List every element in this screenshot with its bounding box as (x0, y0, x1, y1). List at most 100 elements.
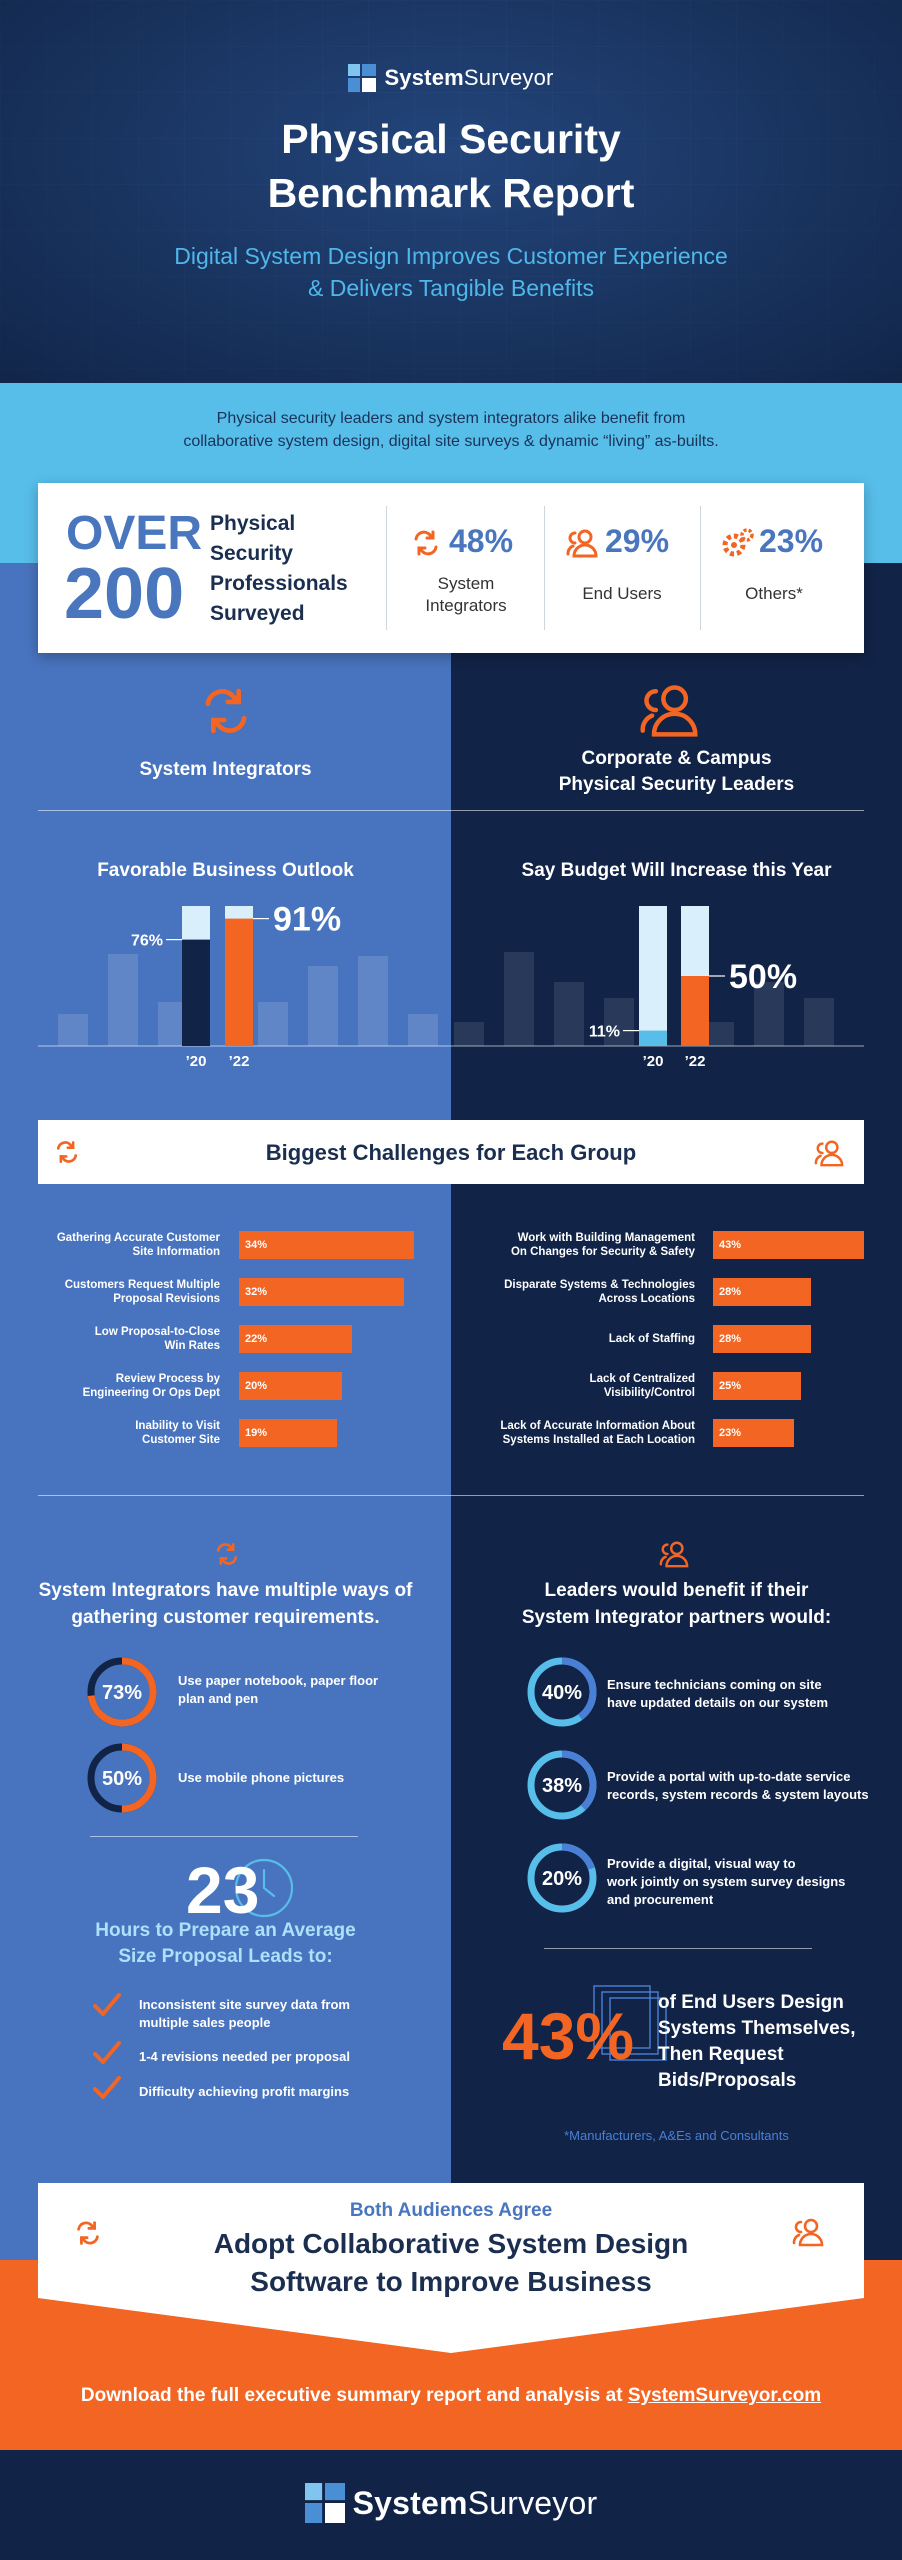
stat-label-integrators-1: System (437, 574, 495, 593)
arrows-cycle-icon (410, 527, 442, 564)
challenge-bar (713, 1278, 811, 1306)
challenge-label: Gathering Accurate Customer (56, 1232, 220, 1244)
stat-pct-others: 23% (759, 523, 824, 559)
req-left-title-2: gathering customer requirements. (71, 1607, 380, 1628)
stats-card (38, 483, 864, 653)
challenge-value: 28% (719, 1333, 742, 1345)
divider (544, 1948, 812, 1949)
challenge-bar (239, 1419, 337, 1447)
challenge-value: 32% (245, 1286, 268, 1298)
challenge-label: Win Rates (164, 1340, 221, 1352)
ring-value: 40% (542, 1682, 582, 1704)
stat-label-integrators-2: Integrators (425, 596, 507, 615)
respondents-desc-1: Physical (210, 512, 296, 535)
x-tick-2020: ’20 (186, 1053, 207, 1070)
ring-fill (527, 1750, 597, 1820)
respondents-desc-4: Surveyed (210, 602, 305, 625)
challenge-label: Across Locations (598, 1293, 696, 1305)
challenges-title: Biggest Challenges for Each Group (265, 1140, 637, 1165)
challenge-label: Customers Request Multiple (64, 1279, 220, 1291)
agree-title-line2: Software to Improve Business (250, 2266, 652, 2297)
challenge-label: Work with Building Management (517, 1232, 695, 1244)
challenge-label: Site Information (132, 1246, 220, 1258)
ring-value: 73% (102, 1682, 142, 1704)
ring-description: plan and pen (178, 1691, 259, 1706)
data-label-2020: 11% (589, 1024, 620, 1041)
respondents-desc-2: Security (210, 542, 293, 565)
ring-portal: 38% (527, 1750, 597, 1820)
ring-description: Ensure technicians coming on site (607, 1677, 822, 1692)
brand-bold: System (384, 65, 464, 90)
challenge-label: Proposal Revisions (113, 1293, 220, 1305)
divider (544, 506, 545, 630)
divider (38, 1495, 864, 1496)
challenge-label: Visibility/Control (603, 1387, 695, 1399)
ring-phone-pictures: 50% (87, 1743, 157, 1813)
arrows-cycle-icon (52, 1138, 82, 1171)
challenge-label: Lack of Accurate Information About (500, 1420, 695, 1432)
bar-track-2020 (639, 906, 667, 1046)
ring-value: 50% (102, 1768, 142, 1790)
challenge-label: Disparate Systems & Technologies (504, 1279, 695, 1291)
x-tick-2022: ’22 (229, 1053, 250, 1070)
challenge-label: Inability to Visit (135, 1420, 220, 1432)
subtitle-line1: Digital System Design Improves Customer … (174, 243, 728, 269)
brand-logo[interactable]: SystemSurveyor (0, 64, 902, 92)
subtitle-line2: & Delivers Tangible Benefits (308, 275, 594, 301)
challenge-value: 22% (245, 1333, 268, 1345)
checkmark-icon (92, 1992, 122, 2023)
respondent-count: 200 (64, 554, 185, 634)
challenge-value: 25% (719, 1380, 742, 1392)
endusers-line2: Systems Themselves, (658, 2018, 856, 2039)
page-title-line2: Benchmark Report (267, 170, 635, 216)
footer-logo[interactable]: SystemSurveyor (0, 2483, 902, 2523)
agree-subtitle: Both Audiences Agree (349, 2200, 553, 2221)
ring-fill (87, 1657, 157, 1727)
check-item-3: Difficulty achieving profit margins (139, 2084, 350, 2099)
challenge-value: 23% (719, 1427, 742, 1439)
challenge-bar (713, 1325, 811, 1353)
x-tick-2020: ’20 (643, 1053, 664, 1070)
divider (386, 506, 387, 630)
ring-description: Provide a digital, visual way to (607, 1856, 796, 1871)
over-label: OVER (66, 507, 203, 560)
x-tick-2022: ’22 (685, 1053, 706, 1070)
hours-value: 23 (186, 1853, 260, 1927)
endusers-line3: Then Request (658, 2044, 784, 2065)
users-icon (790, 2216, 826, 2253)
checkmark-icon (92, 2040, 122, 2071)
challenge-label: Systems Installed at Each Location (502, 1434, 695, 1446)
ring-description: records, system records & system layouts (607, 1787, 869, 1802)
bar-outlook-2020 (182, 939, 210, 1046)
challenge-bar (713, 1419, 794, 1447)
hours-line1: Hours to Prepare an Average (95, 1920, 356, 1941)
ring-description: and procurement (607, 1892, 714, 1907)
intro-line1: Physical security leaders and system int… (216, 410, 686, 427)
footer-band (0, 2450, 902, 2560)
check-item-2: 1-4 revisions needed per proposal (139, 2049, 350, 2064)
ring-description: work jointly on system survey designs (607, 1874, 846, 1889)
ring-updated-details: 40% (527, 1657, 597, 1727)
budget-background-bars (454, 952, 834, 1046)
challenge-bar (713, 1231, 864, 1259)
challenge-label: Engineering Or Ops Dept (82, 1387, 220, 1399)
group-title-integrators: System Integrators (139, 759, 312, 780)
download-link[interactable]: SystemSurveyor.com (627, 2385, 822, 2406)
ring-value: 20% (542, 1868, 582, 1890)
intro-line2: collaborative system design, digital sit… (183, 433, 719, 450)
arrows-cycle-icon (212, 1540, 242, 1573)
check-item-1-line2: multiple sales people (139, 2015, 271, 2030)
logo-mark-icon (348, 64, 377, 92)
right-column-bg (451, 563, 902, 2260)
endusers-line4: Bids/Proposals (658, 2070, 797, 2091)
req-right-title-1: Leaders would benefit if their (544, 1580, 809, 1601)
divider (90, 1836, 358, 1837)
respondents-desc-3: Professionals (210, 572, 348, 595)
stat-label-endusers: End Users (582, 584, 662, 603)
challenge-value: 43% (719, 1239, 742, 1251)
download-text: Download the full executive summary repo… (80, 2385, 628, 2406)
challenge-label: Lack of Staffing (608, 1333, 695, 1345)
challenge-bar (239, 1372, 342, 1400)
checkmark-icon (92, 2075, 122, 2106)
ring-description: have updated details on our system (607, 1695, 829, 1710)
